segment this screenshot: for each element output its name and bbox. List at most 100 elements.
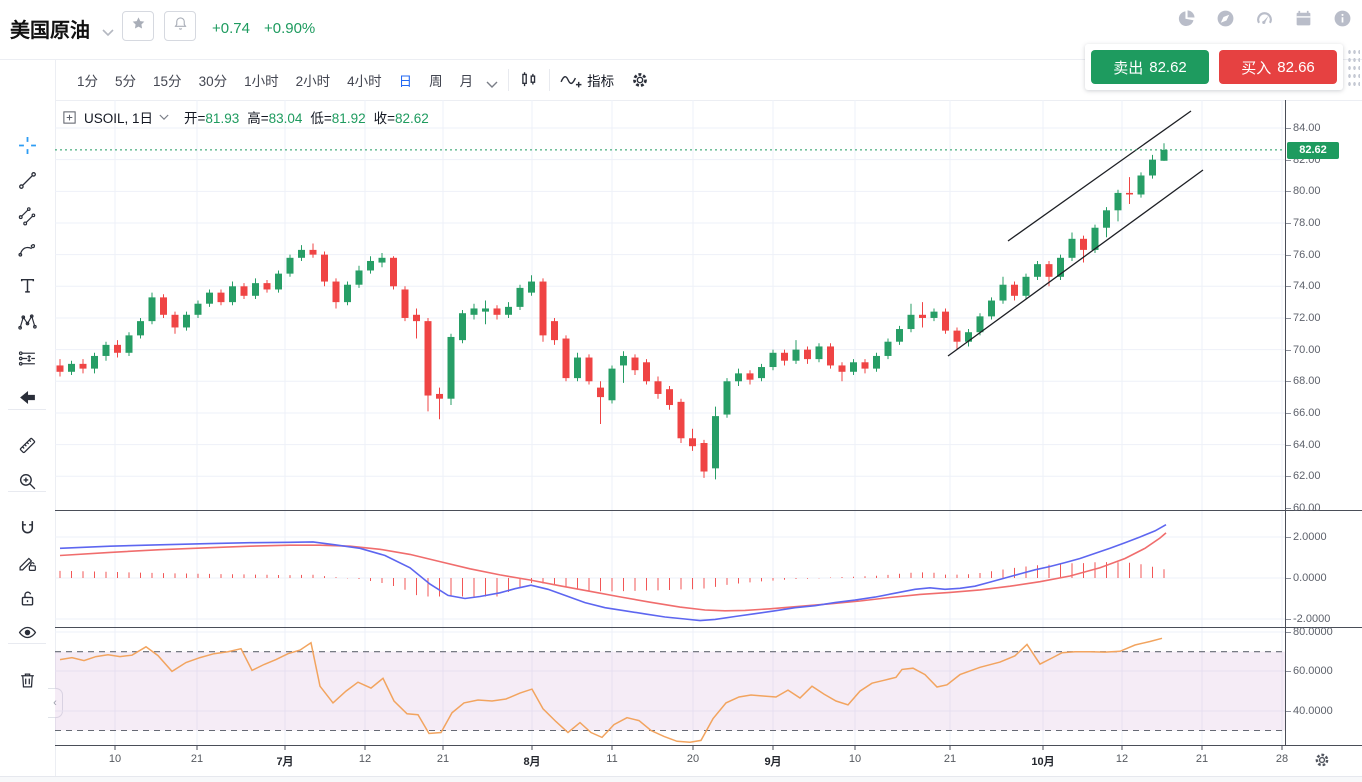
text-tool-icon[interactable] (14, 272, 40, 298)
time-axis-border (55, 745, 1362, 746)
trash-tool-icon[interactable] (14, 667, 40, 693)
header-icon-group (1177, 9, 1352, 28)
arrow-left-tool-icon[interactable] (14, 384, 40, 410)
interval-5分[interactable]: 5分 (115, 74, 137, 89)
axis-tick (1286, 255, 1291, 256)
sell-label: 卖出 (1113, 59, 1144, 77)
xabcd-pattern-tool-icon[interactable] (14, 309, 40, 335)
buy-price: 82.66 (1277, 58, 1315, 76)
symbol-legend: USOIL, 1日 开=81.93 高=83.04 低=81.92 收=82.62 (62, 107, 429, 127)
price-tick-64.00: 64.00 (1293, 439, 1321, 451)
time-tick-10: 10 (848, 753, 862, 765)
trend-line-tool-icon[interactable] (14, 167, 40, 193)
price-tick-78.00: 78.00 (1293, 217, 1321, 229)
sell-button[interactable]: 卖出 82.62 (1091, 50, 1209, 84)
favorite-button[interactable] (122, 11, 154, 41)
star-icon (131, 16, 146, 36)
time-tick-20: 20 (686, 753, 700, 765)
legend-symbol-text: USOIL, 1日 (84, 111, 154, 126)
compass-icon[interactable] (1216, 9, 1235, 28)
unlock-tool-icon[interactable] (14, 585, 40, 611)
axis-tick (1286, 537, 1291, 538)
time-tick-10月: 10月 (1031, 756, 1055, 768)
bottom-strip (0, 776, 1362, 782)
pie-chart-icon[interactable] (1177, 9, 1196, 28)
forecast-tool-icon[interactable] (14, 345, 40, 371)
axis-tick (1286, 632, 1291, 633)
add-symbol-icon[interactable] (62, 110, 77, 125)
indicators-button[interactable]: 指标 (560, 70, 614, 90)
brush-tool-icon[interactable] (14, 237, 40, 263)
price-tick-82.00: 82.00 (1293, 154, 1321, 166)
legend-symbol[interactable]: USOIL, 1日 (84, 107, 169, 127)
interval-月[interactable]: 月 (459, 74, 474, 89)
header-divider (0, 59, 1362, 60)
crosshair-tool-icon[interactable] (14, 132, 40, 158)
price-tick-60.00: 60.00 (1293, 502, 1321, 514)
drawing-lock-tool-icon[interactable] (14, 550, 40, 576)
interval-group: 1分 5分 15分 30分 1小时 2小时 4小时 日 周 月 (70, 66, 480, 94)
ruler-tool-icon[interactable] (14, 432, 40, 458)
price-tick-68.00: 68.00 (1293, 375, 1321, 387)
trade-panel-drag-handle[interactable] (1347, 48, 1360, 88)
pane-separator-macd[interactable] (55, 510, 1362, 511)
calendar-icon[interactable] (1294, 9, 1313, 28)
chart-settings-gear-icon[interactable] (630, 70, 650, 90)
indicators-label: 指标 (587, 74, 615, 89)
pane-separator-stoch[interactable] (55, 627, 1362, 628)
magnet-tool-icon[interactable] (14, 515, 40, 541)
chart-canvas[interactable] (55, 100, 1285, 775)
interval-more-caret[interactable] (486, 76, 498, 88)
axis-settings-icon[interactable] (1312, 750, 1332, 770)
interval-日[interactable]: 日 (398, 74, 413, 89)
chart-style-button[interactable] (519, 70, 539, 90)
axis-tick (1286, 508, 1291, 509)
time-tick-12: 12 (358, 753, 372, 765)
eye-tool-icon[interactable] (14, 619, 40, 645)
price-tick-62.00: 62.00 (1293, 470, 1321, 482)
buy-label: 买入 (1241, 59, 1272, 77)
axis-tick (1286, 160, 1291, 161)
zoom-in-tool-icon[interactable] (14, 468, 40, 494)
time-tick-21: 21 (943, 753, 957, 765)
interval-1分[interactable]: 1分 (77, 74, 99, 89)
gauge-icon[interactable] (1255, 9, 1274, 28)
alert-button[interactable] (164, 11, 196, 41)
axis-tick (1286, 476, 1291, 477)
symbol-title: 美国原油 (10, 20, 90, 42)
stoch-tick-80.0000: 80.0000 (1293, 626, 1333, 638)
symbol-dropdown-caret[interactable] (102, 24, 114, 37)
interval-15分[interactable]: 15分 (153, 74, 182, 89)
axis-tick (1286, 318, 1291, 319)
interval-4小时[interactable]: 4小时 (347, 74, 382, 89)
interval-30分[interactable]: 30分 (198, 74, 228, 89)
interval-周[interactable]: 周 (429, 74, 443, 89)
time-tick-8月: 8月 (523, 756, 541, 768)
macd-tick--2.0000: -2.0000 (1293, 613, 1331, 625)
price-tick-74.00: 74.00 (1293, 280, 1321, 292)
price-tick-80.00: 80.00 (1293, 185, 1321, 197)
drawing-toolbar (0, 60, 55, 782)
tool-separator (8, 643, 46, 644)
axis-tick (1286, 223, 1291, 224)
ohlc-field: 开=81.93 (184, 111, 240, 126)
tool-separator (8, 491, 46, 492)
time-tick-21: 21 (436, 753, 450, 765)
interval-2小时[interactable]: 2小时 (295, 74, 331, 89)
macd-tick-2.0000: 2.0000 (1293, 531, 1327, 543)
info-icon[interactable] (1333, 9, 1352, 28)
ohlc-field: 收=82.62 (373, 111, 429, 126)
time-tick-21: 21 (1195, 753, 1209, 765)
buy-button[interactable]: 买入 82.66 (1219, 50, 1337, 84)
axis-tick (1286, 350, 1291, 351)
time-tick-10: 10 (108, 753, 122, 765)
axis-tick (1286, 445, 1291, 446)
price-tick-66.00: 66.00 (1293, 407, 1321, 419)
toolbar-divider (549, 69, 551, 91)
interval-1小时[interactable]: 1小时 (244, 74, 279, 89)
time-tick-12: 12 (1115, 753, 1129, 765)
time-tick-9月: 9月 (764, 756, 782, 768)
gann-fibonacci-tool-icon[interactable] (14, 203, 40, 229)
change-percent: +0.90% (263, 20, 316, 37)
